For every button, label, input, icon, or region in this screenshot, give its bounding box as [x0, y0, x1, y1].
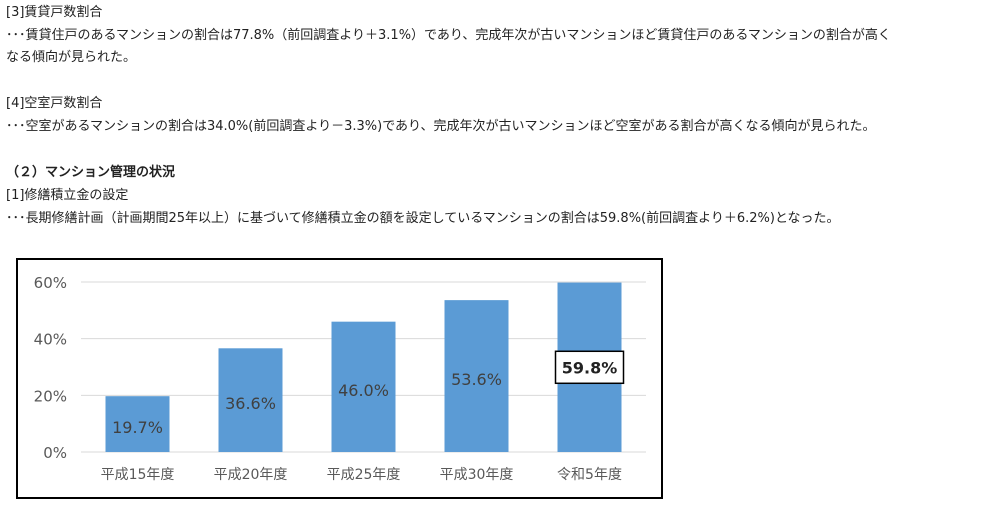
bar	[105, 396, 170, 452]
y-tick-label: 20%	[34, 387, 67, 405]
bar-chart-svg: 0% 20% 40% 60% 19.7% 平成15年度 36.6% 平成20年度 46.0% 平成…	[34, 274, 646, 483]
bar	[218, 348, 283, 452]
category-label: 平成25年度	[327, 467, 401, 483]
part2-body: ･･･長期修繕計画（計画期間25年以上）に基づいて修繕積立金の額を設定しているマ…	[6, 211, 840, 226]
category-label: 平成30年度	[440, 467, 514, 483]
bar	[444, 300, 509, 452]
category-label: 令和5年度	[557, 467, 622, 483]
data-label: 46.0%	[338, 381, 389, 400]
y-tick-label: 60%	[34, 274, 67, 292]
data-label: 36.6%	[225, 394, 276, 413]
data-label-box	[554, 350, 625, 385]
data-label: 19.7%	[112, 418, 163, 437]
part2-subheading: [1]修繕積立金の設定	[6, 188, 129, 203]
section4-heading: [4]空室戸数割合	[6, 96, 103, 111]
y-tick-label: 0%	[43, 444, 67, 462]
part2-heading: （２）マンション管理の状況	[6, 165, 176, 180]
category-label: 平成15年度	[101, 467, 175, 483]
category-label: 平成20年度	[214, 467, 288, 483]
section3-body-line1: ･･･賃貸住戸のあるマンションの割合は77.8%（前回調査より＋3.1%）であり…	[6, 28, 891, 43]
section3-heading: [3]賃貸戸数割合	[6, 5, 103, 20]
section4-body: ･･･空室があるマンションの割合は34.0%(前回調査より－3.3%)であり、完…	[6, 119, 876, 134]
data-label: 53.6%	[451, 370, 502, 389]
y-tick-label: 40%	[34, 331, 67, 349]
bar-chart: 0% 20% 40% 60% 19.7% 平成15年度 36.6% 平成20年度 46.0% 平成…	[16, 258, 663, 499]
section3-body-line2: なる傾向が見られた。	[6, 50, 137, 65]
bar	[331, 321, 396, 452]
data-label: 59.8%	[562, 358, 618, 377]
